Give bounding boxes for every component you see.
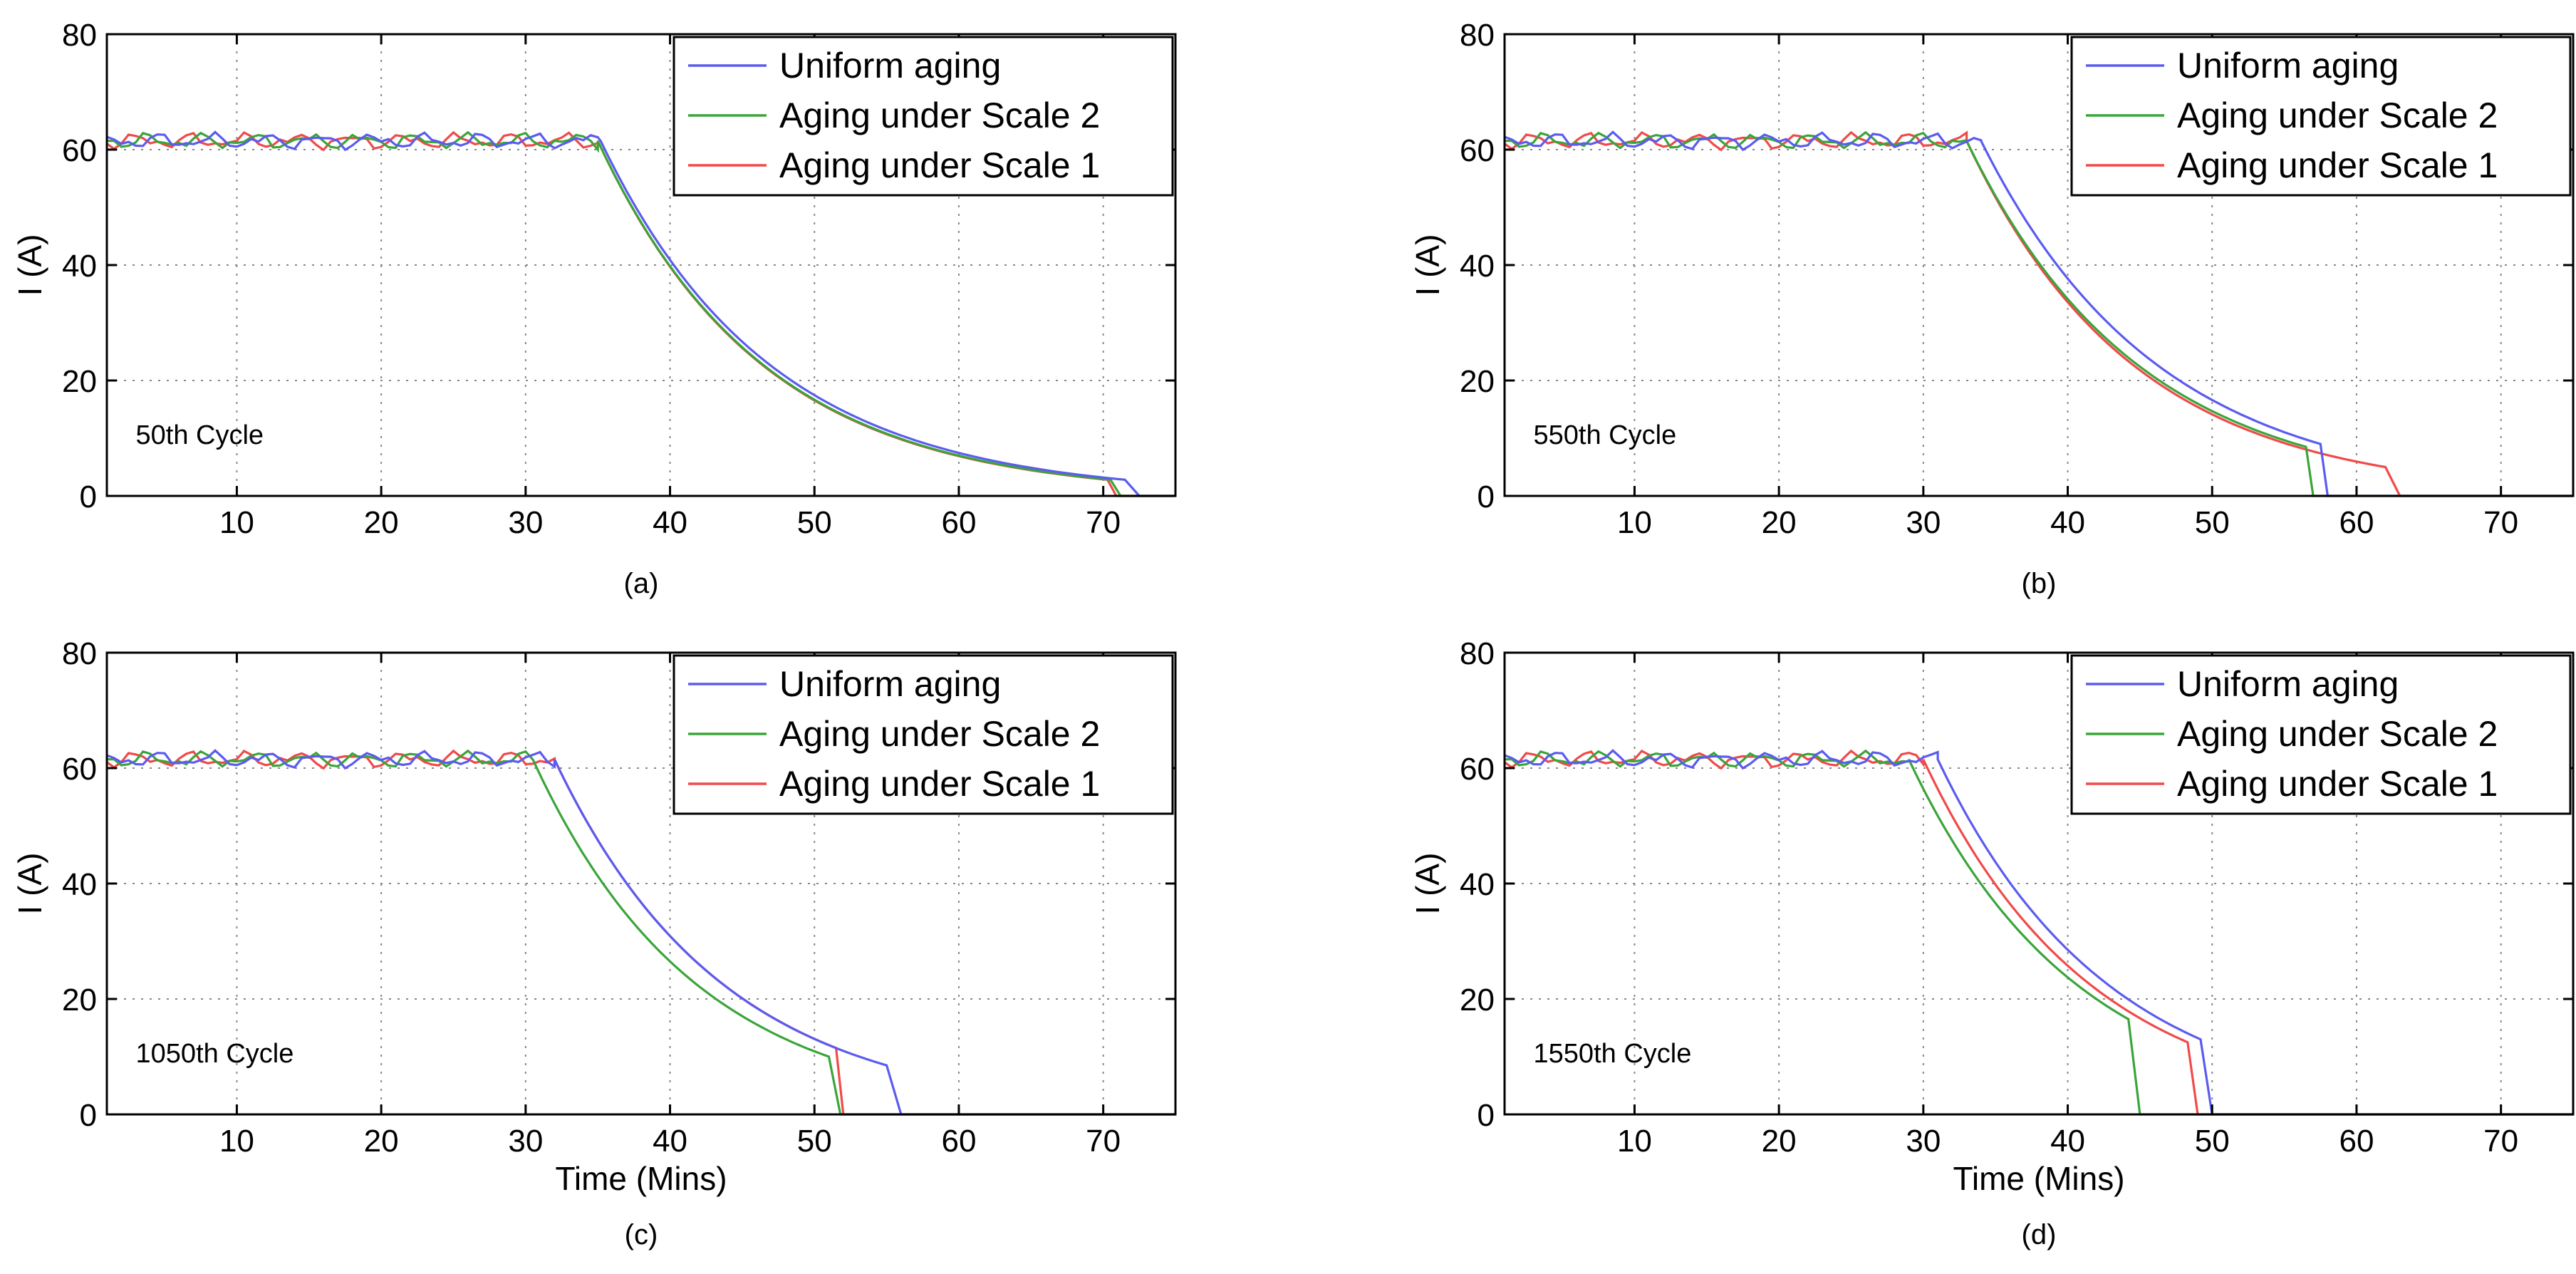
series-line-scale1 bbox=[1505, 130, 2573, 497]
cycle-annotation: 1550th Cycle bbox=[1534, 1039, 1692, 1069]
x-tick-label: 40 bbox=[653, 505, 687, 540]
y-tick-label: 40 bbox=[1460, 867, 1495, 902]
x-tick-label: 20 bbox=[364, 505, 399, 540]
y-tick-label: 40 bbox=[62, 249, 97, 284]
legend-entry-uniform: Uniform aging bbox=[779, 664, 1001, 704]
y-tick-label: 80 bbox=[62, 18, 97, 53]
panel-label: (a) bbox=[624, 568, 659, 599]
legend-entry-scale1: Aging under Scale 1 bbox=[2177, 145, 2498, 185]
x-tick-label: 60 bbox=[941, 505, 976, 540]
chart-panel-4: 10 20 30 40 50 60 70 0 20 40 60 80 I (A) Time (Mins) (… bbox=[1409, 636, 2575, 1250]
legend: Uniform aging Aging under Scale 2 Aging un… bbox=[672, 36, 1174, 197]
chart-panel-1: 10 20 30 40 50 60 70 0 20 40 60 80 I (A) (a) 50th Cycl… bbox=[11, 18, 1177, 599]
x-tick-label: 60 bbox=[2339, 1124, 2374, 1159]
x-tick-label: 70 bbox=[1086, 505, 1121, 540]
x-tick-label: 10 bbox=[219, 1124, 254, 1159]
x-tick-label: 40 bbox=[2050, 505, 2085, 540]
y-tick-label: 0 bbox=[1477, 480, 1495, 514]
y-tick-label: 40 bbox=[1460, 249, 1495, 284]
x-tick-label: 10 bbox=[219, 505, 254, 540]
x-tick-label: 30 bbox=[1906, 505, 1941, 540]
series-line-uniform bbox=[1505, 749, 2573, 1116]
y-tick-label: 60 bbox=[1460, 133, 1495, 168]
y-tick-label: 60 bbox=[62, 133, 97, 168]
legend-entry-uniform: Uniform aging bbox=[779, 46, 1001, 86]
series-line-uniform bbox=[107, 749, 1175, 1116]
y-tick-label: 80 bbox=[1460, 636, 1495, 671]
legend-entry-scale2: Aging under Scale 2 bbox=[2177, 714, 2498, 754]
x-tick-label: 70 bbox=[2483, 505, 2518, 540]
x-tick-label: 30 bbox=[1906, 1124, 1941, 1159]
x-tick-label: 40 bbox=[2050, 1124, 2085, 1159]
series-line-scale2 bbox=[1505, 130, 2573, 497]
series-line-uniform bbox=[107, 130, 1175, 497]
y-tick-label: 20 bbox=[1460, 983, 1495, 1017]
y-tick-label: 20 bbox=[62, 983, 97, 1017]
x-tick-label: 10 bbox=[1617, 1124, 1652, 1159]
y-tick-label: 0 bbox=[80, 1098, 97, 1133]
y-tick-label: 20 bbox=[1460, 364, 1495, 399]
x-tick-label: 30 bbox=[508, 1124, 543, 1159]
x-tick-label: 70 bbox=[1086, 1124, 1121, 1159]
y-tick-label: 80 bbox=[62, 636, 97, 671]
legend-entry-scale1: Aging under Scale 1 bbox=[2177, 764, 2498, 804]
x-tick-label: 50 bbox=[797, 1124, 832, 1159]
x-axis-label: Time (Mins) bbox=[1953, 1160, 2124, 1197]
panel-label: (c) bbox=[625, 1219, 658, 1250]
x-tick-label: 20 bbox=[364, 1124, 399, 1159]
y-tick-label: 0 bbox=[80, 480, 97, 514]
y-axis-label: I (A) bbox=[11, 234, 48, 296]
y-axis-label: I (A) bbox=[11, 853, 48, 915]
x-tick-label: 60 bbox=[2339, 505, 2374, 540]
series-line-scale2 bbox=[1505, 749, 2573, 1116]
x-tick-label: 20 bbox=[1762, 1124, 1797, 1159]
panel-label: (b) bbox=[2022, 568, 2057, 599]
legend-entry-scale1: Aging under Scale 1 bbox=[779, 145, 1100, 185]
y-tick-label: 80 bbox=[1460, 18, 1495, 53]
chart-panel-3: 10 20 30 40 50 60 70 0 20 40 60 80 I (A) Time (Mins) (… bbox=[11, 636, 1177, 1250]
x-tick-label: 20 bbox=[1762, 505, 1797, 540]
cycle-annotation: 550th Cycle bbox=[1534, 420, 1677, 450]
legend-entry-scale2: Aging under Scale 2 bbox=[2177, 95, 2498, 135]
legend-entry-scale2: Aging under Scale 2 bbox=[779, 714, 1100, 754]
y-tick-label: 40 bbox=[62, 867, 97, 902]
x-tick-label: 60 bbox=[941, 1124, 976, 1159]
y-tick-label: 60 bbox=[62, 752, 97, 787]
legend: Uniform aging Aging under Scale 2 Aging un… bbox=[672, 654, 1174, 815]
legend-entry-uniform: Uniform aging bbox=[2177, 664, 2399, 704]
x-tick-label: 50 bbox=[2195, 1124, 2230, 1159]
x-tick-label: 10 bbox=[1617, 505, 1652, 540]
y-axis-label: I (A) bbox=[1409, 853, 1446, 915]
series-line-scale2 bbox=[107, 749, 1175, 1116]
x-tick-label: 30 bbox=[508, 505, 543, 540]
legend: Uniform aging Aging under Scale 2 Aging un… bbox=[2070, 36, 2572, 197]
cycle-annotation: 50th Cycle bbox=[136, 420, 264, 450]
y-tick-label: 0 bbox=[1477, 1098, 1495, 1133]
panel-label: (d) bbox=[2022, 1219, 2057, 1250]
legend-entry-scale1: Aging under Scale 1 bbox=[779, 764, 1100, 804]
x-axis-label: Time (Mins) bbox=[555, 1160, 727, 1197]
chart-panel-2: 10 20 30 40 50 60 70 0 20 40 60 80 I (A) (b) 550th Cyc… bbox=[1409, 18, 2575, 599]
x-tick-label: 70 bbox=[2483, 1124, 2518, 1159]
y-tick-label: 60 bbox=[1460, 752, 1495, 787]
x-tick-label: 50 bbox=[797, 505, 832, 540]
y-axis-label: I (A) bbox=[1409, 234, 1446, 296]
x-tick-label: 50 bbox=[2195, 505, 2230, 540]
cycle-annotation: 1050th Cycle bbox=[136, 1039, 294, 1069]
legend-entry-uniform: Uniform aging bbox=[2177, 46, 2399, 86]
x-tick-label: 40 bbox=[653, 1124, 687, 1159]
series-line-uniform bbox=[1505, 130, 2573, 497]
legend-entry-scale2: Aging under Scale 2 bbox=[779, 95, 1100, 135]
y-tick-label: 20 bbox=[62, 364, 97, 399]
legend: Uniform aging Aging under Scale 2 Aging un… bbox=[2070, 654, 2572, 815]
